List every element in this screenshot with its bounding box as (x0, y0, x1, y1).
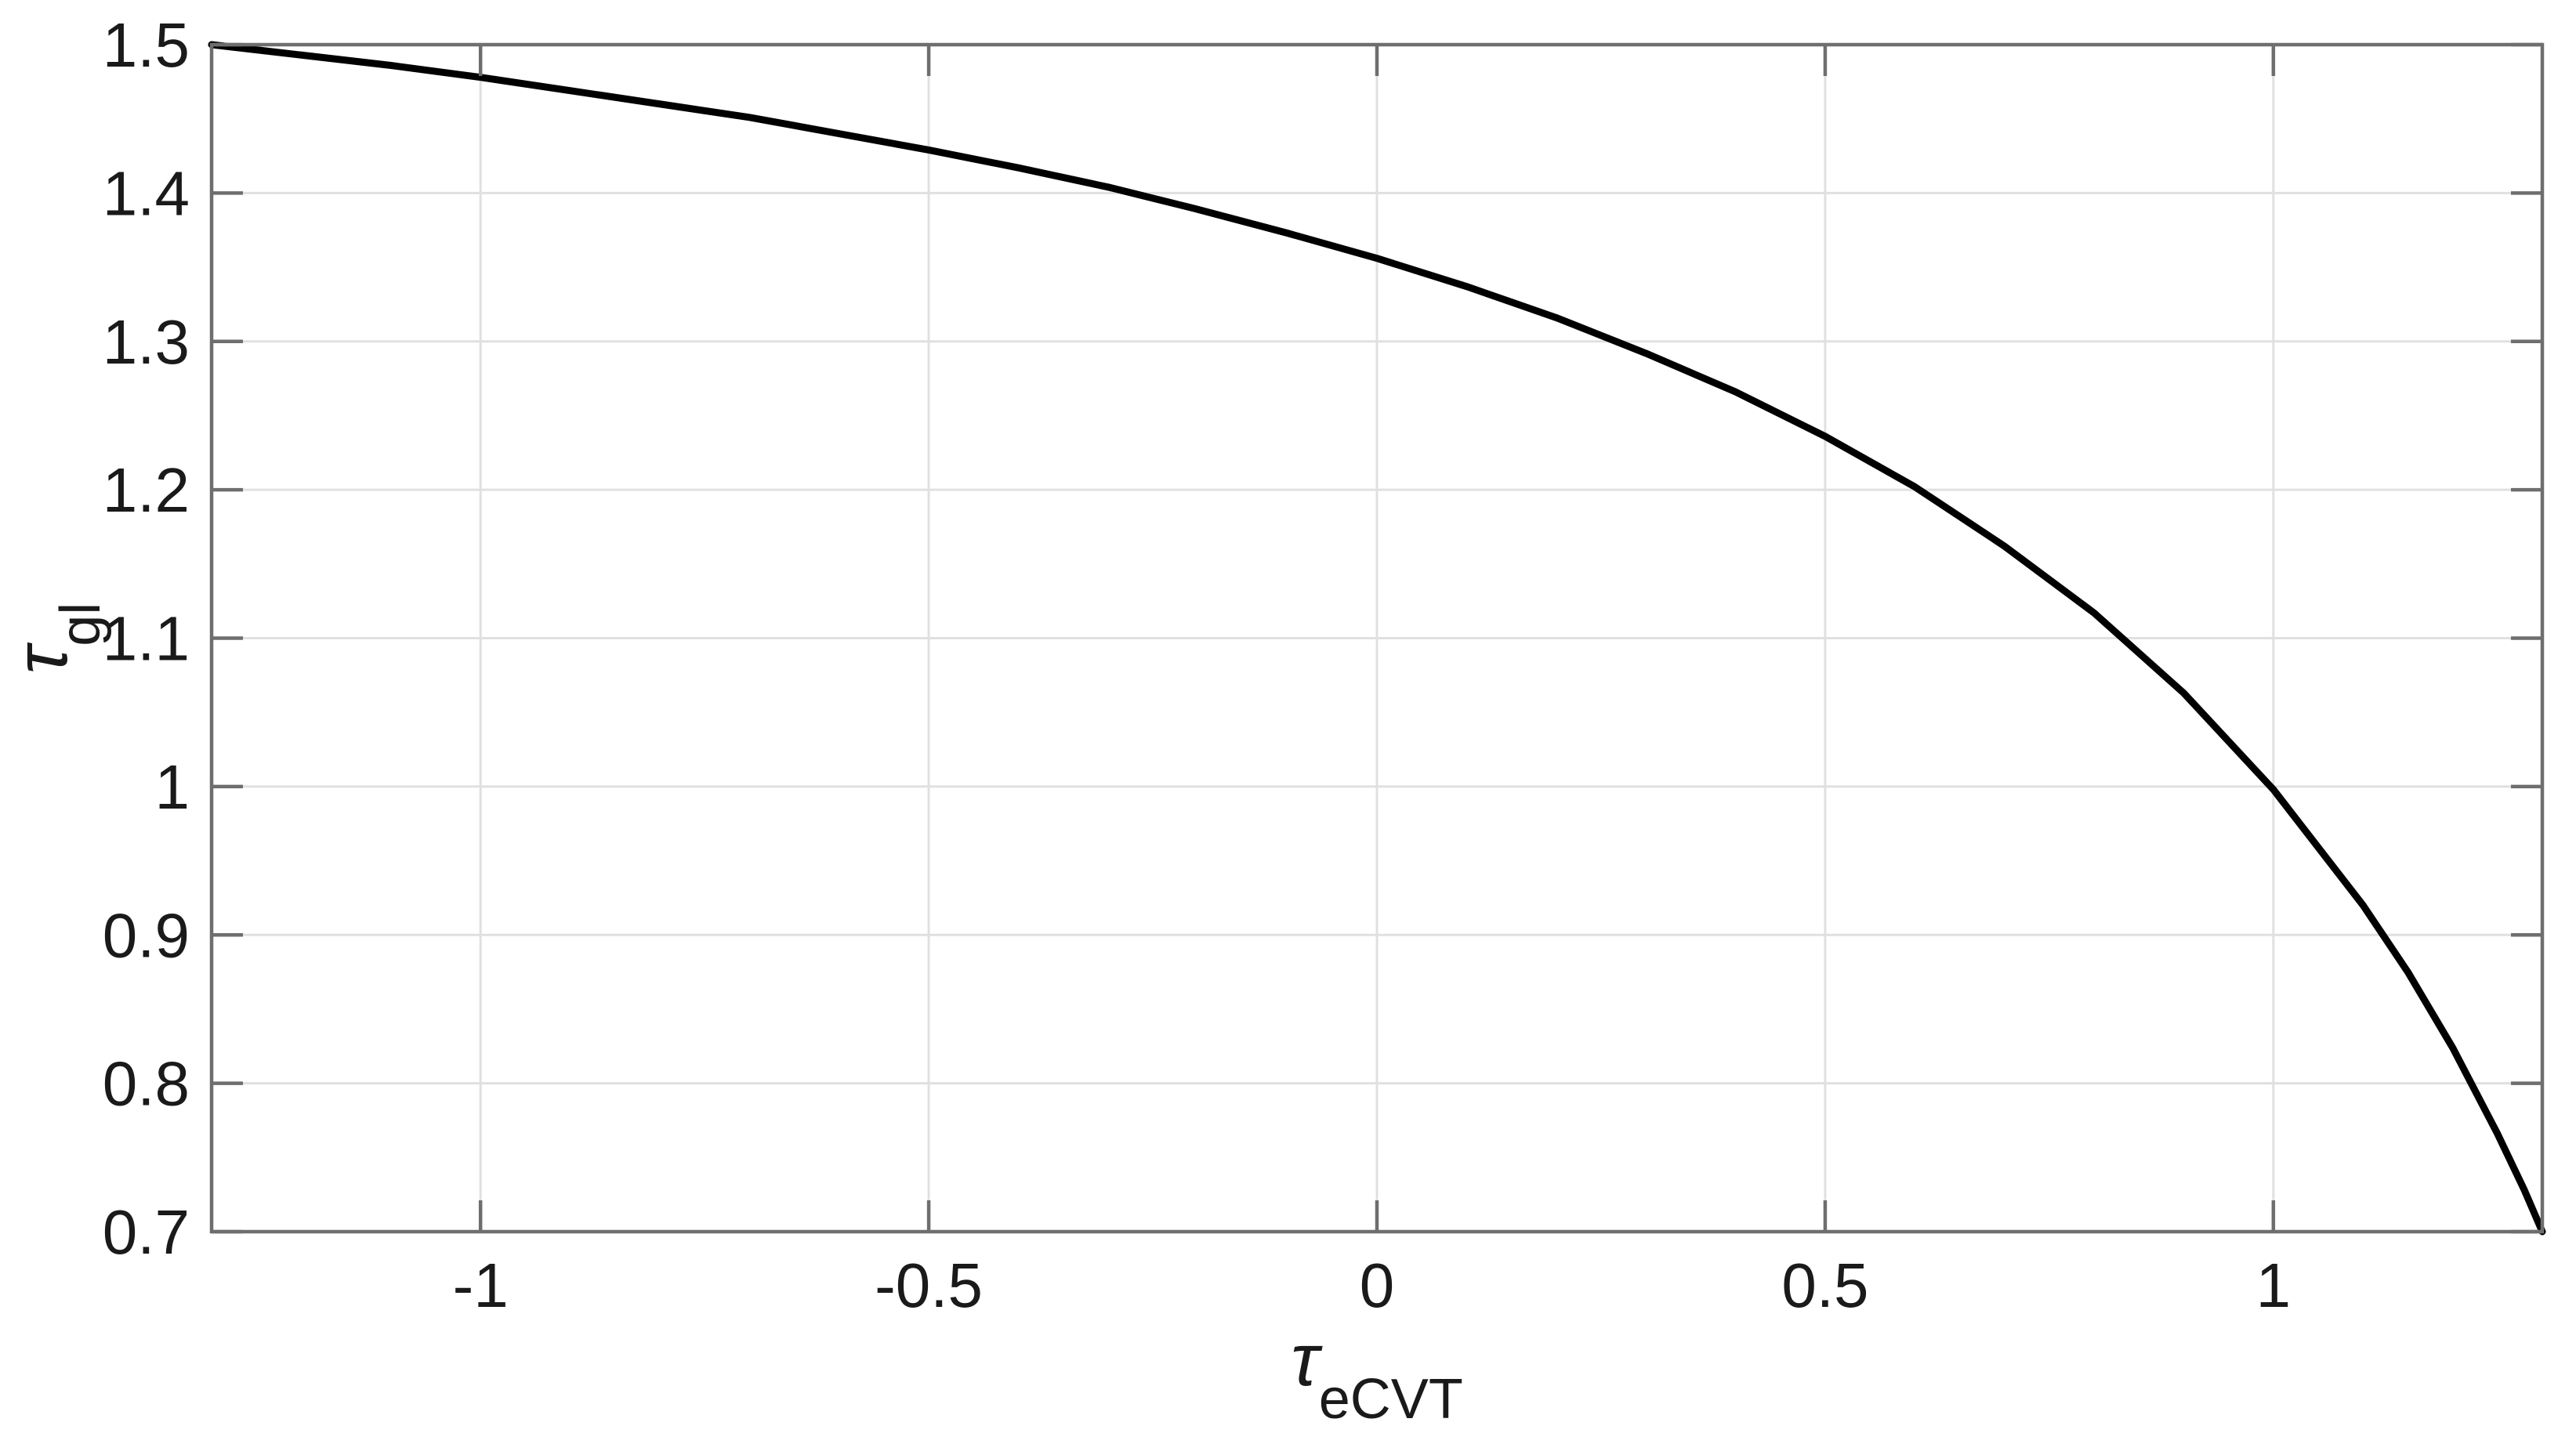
y-tick-label: 0.7 (103, 1197, 190, 1267)
y-tick-label: 1.1 (103, 604, 190, 674)
x-axis-label-symbol: τ (1291, 1319, 1323, 1402)
y-tick-label: 1.2 (103, 455, 190, 525)
x-axis-label-subscript: eCVT (1319, 1368, 1463, 1431)
x-tick-label: -0.5 (875, 1250, 983, 1320)
y-tick-label: 1 (155, 752, 190, 822)
x-tick-label: 0 (1360, 1250, 1395, 1320)
y-tick-label: 1.4 (103, 158, 190, 228)
x-tick-label: -1 (453, 1250, 509, 1320)
x-axis-label: τeCVT (1291, 1319, 1463, 1431)
y-axis-label-symbol: τ (0, 642, 83, 674)
x-tick-label: 0.5 (1781, 1250, 1868, 1320)
y-tick-label: 1.5 (103, 10, 190, 80)
y-axis-label: τgl (0, 603, 112, 675)
y-tick-label: 0.8 (103, 1049, 190, 1119)
curve-series (208, 41, 2546, 1236)
y-axis-label-subscript: gl (49, 603, 112, 646)
x-tick-label: 1 (2256, 1250, 2292, 1320)
y-tick-label: 0.9 (103, 900, 190, 970)
y-tick-label: 1.3 (103, 307, 190, 377)
